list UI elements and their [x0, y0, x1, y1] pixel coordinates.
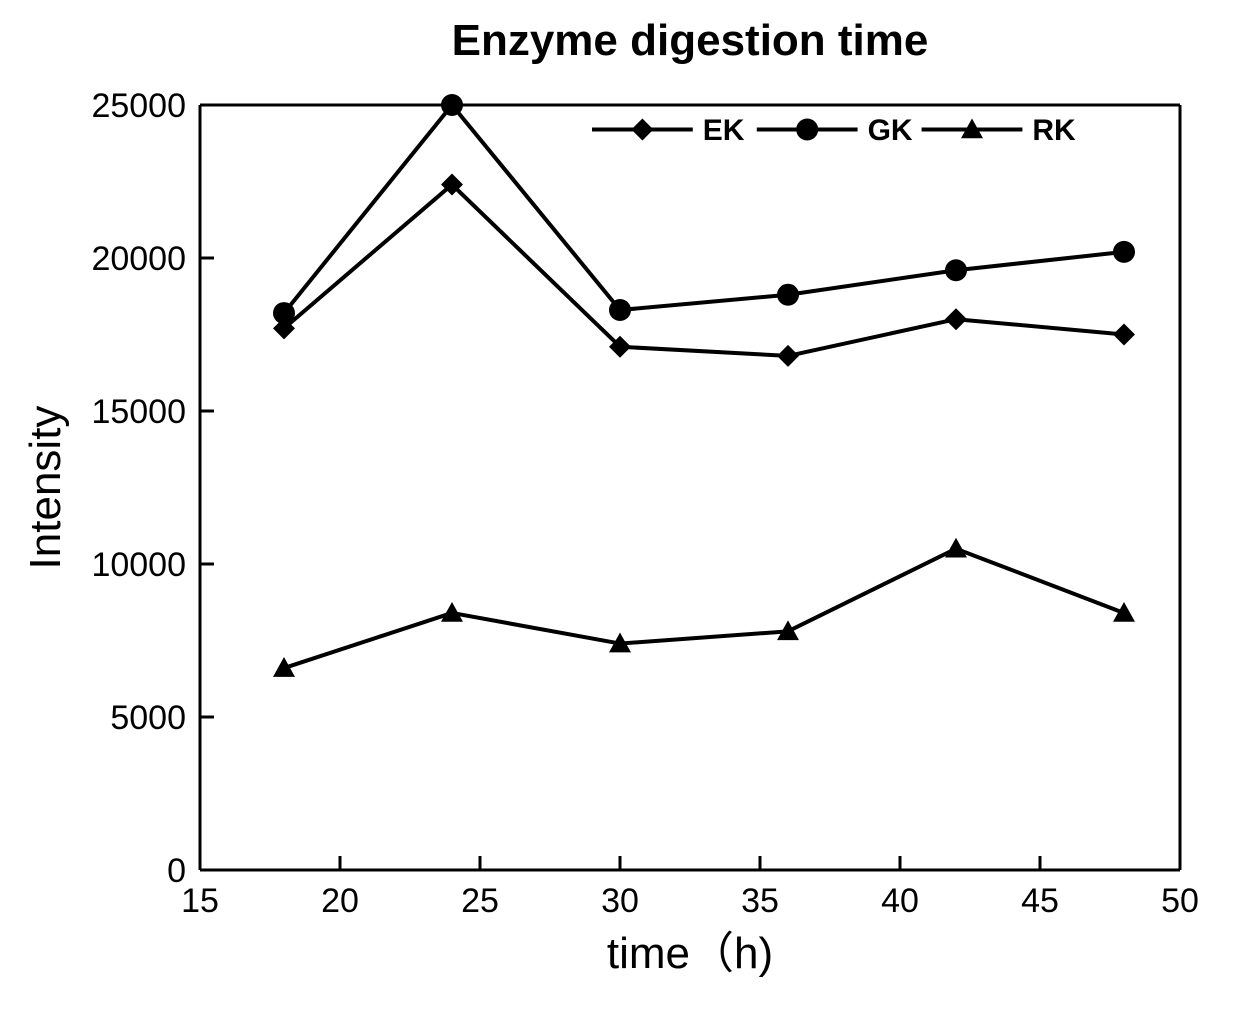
x-tick-label: 15	[181, 882, 219, 920]
legend-label-EK: EK	[703, 114, 745, 147]
legend-label-GK: GK	[868, 114, 913, 147]
y-axis-label: Intensity	[21, 406, 70, 570]
y-tick-label: 20000	[91, 240, 186, 278]
x-tick-label: 25	[461, 882, 499, 920]
legend-label-RK: RK	[1032, 114, 1076, 147]
x-axis-label: time（h)	[607, 929, 773, 978]
y-tick-label: 25000	[91, 87, 186, 125]
marker-circle	[777, 284, 799, 306]
x-tick-label: 20	[321, 882, 359, 920]
chart-container: Enzyme digestion time 15 20 25 30 35 40 45 50 0 50…	[0, 0, 1240, 1015]
chart-title: Enzyme digestion time	[452, 16, 929, 65]
x-tick-label: 35	[741, 882, 779, 920]
marker-circle	[441, 94, 463, 116]
y-tick-label: 0	[167, 852, 186, 890]
y-tick-label: 15000	[91, 393, 186, 431]
x-tick-label: 40	[881, 882, 919, 920]
x-tick-label: 50	[1161, 882, 1199, 920]
x-tick-label: 45	[1021, 882, 1059, 920]
marker-circle	[273, 302, 295, 324]
y-tick-label: 10000	[91, 546, 186, 584]
marker-circle	[609, 299, 631, 321]
x-tick-label: 30	[601, 882, 639, 920]
marker-circle	[1113, 241, 1135, 263]
line-chart: Enzyme digestion time 15 20 25 30 35 40 45 50 0 50…	[0, 0, 1240, 1015]
y-tick-label: 5000	[110, 699, 186, 737]
marker-circle	[796, 118, 818, 140]
marker-circle	[945, 259, 967, 281]
